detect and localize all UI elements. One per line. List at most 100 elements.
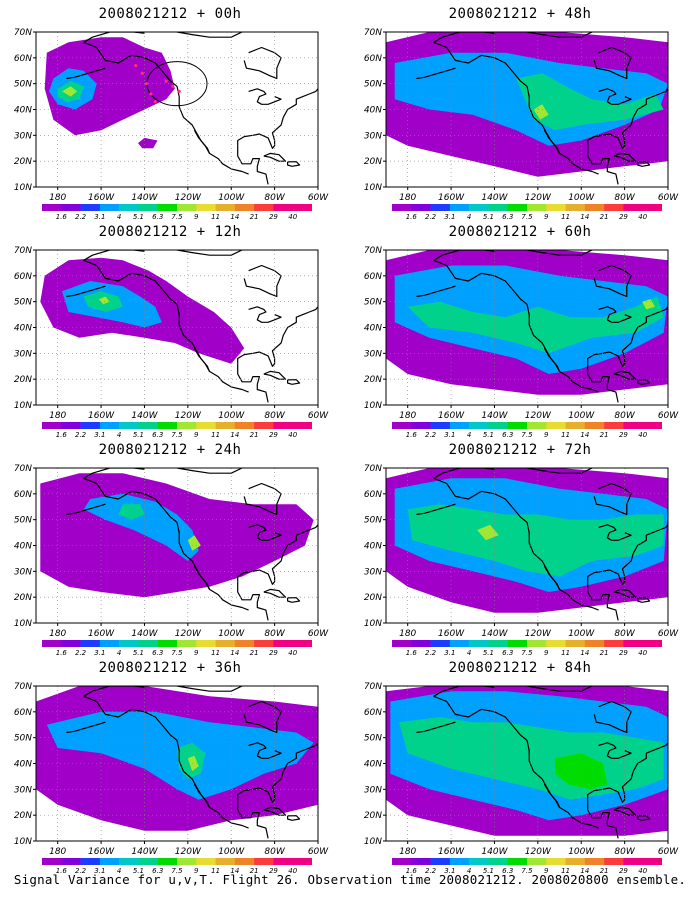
map-panel: 2008021212 + 84h 10N 20N 30N 40N 50N 60N 70N 180… (350, 654, 690, 875)
lat-tick-label: 50N (364, 298, 382, 308)
coastline-atlantic (587, 742, 668, 803)
lat-tick-label: 10N (14, 619, 32, 629)
variance-contour (98, 296, 110, 305)
colorbar-label: 7.5 (171, 649, 183, 657)
lat-tick-label: 70N (14, 682, 32, 692)
lon-tick-label: 180 (49, 629, 66, 639)
colorbar-label: 11 (211, 867, 220, 875)
colorbar-swatch (157, 204, 178, 211)
cuba-island (613, 588, 637, 598)
lat-tick-label: 30N (14, 131, 32, 141)
great-lakes (248, 524, 282, 541)
colorbar-swatch (546, 640, 566, 647)
great-lakes (248, 306, 282, 323)
colorbar-swatch (507, 858, 528, 865)
colorbar-swatch (99, 858, 120, 865)
lat-tick-label: 10N (14, 183, 32, 193)
lat-tick-label: 40N (14, 542, 32, 552)
colorbar-label: 1.6 (406, 431, 418, 439)
colorbar-swatch (507, 422, 528, 429)
variance-map: 10N 20N 30N 40N 50N 60N 70N 180 160W 140W 120W 100W… (364, 682, 679, 875)
colorbar-label: 11 (211, 431, 220, 439)
variance-contour (187, 755, 199, 772)
lon-tick-label: 120W (175, 629, 202, 639)
coastline-hudson-bay (243, 700, 282, 734)
colorbar-label: 40 (288, 867, 297, 875)
colorbar-swatch (507, 204, 528, 211)
colorbar-label: 21 (600, 649, 609, 657)
colorbar-swatch (42, 422, 62, 429)
variance-contour (83, 493, 199, 561)
aleutian-islands (66, 67, 106, 80)
colorbar-swatch (234, 858, 255, 865)
colorbar-swatch (177, 640, 197, 647)
colorbar-swatch (138, 204, 159, 211)
lat-tick-label: 30N (14, 567, 32, 577)
colorbar-swatch (234, 422, 255, 429)
colorbar-swatch (196, 640, 216, 647)
colorbar-label: 11 (561, 431, 570, 439)
lon-tick-label: 140W (481, 411, 508, 421)
lon-tick-label: 80W (264, 629, 285, 639)
colorbar-label: 9 (544, 431, 549, 439)
colorbar-swatch (488, 422, 509, 429)
hispaniola-island (637, 161, 651, 167)
coastline-pacific (433, 477, 599, 611)
panel-title: 2008021212 + 36h (98, 660, 242, 676)
flight-track-point (164, 79, 168, 83)
colorbar-label: 2.2 (425, 213, 437, 221)
colorbar-swatch (392, 422, 412, 429)
colorbar-swatch (584, 204, 605, 211)
colorbar-swatch (177, 422, 197, 429)
colorbar-swatch (469, 640, 489, 647)
colorbar-swatch (138, 858, 159, 865)
lat-tick-label: 60N (14, 490, 32, 500)
coastline-atlantic (237, 88, 318, 149)
colorbar-swatch (449, 858, 470, 865)
lat-tick-label: 20N (14, 157, 32, 167)
lat-tick-label: 40N (364, 324, 382, 334)
colorbar-label: 9 (194, 867, 199, 875)
colorbar-label: 14 (230, 431, 239, 439)
arctic-coast (526, 250, 593, 256)
colorbar-swatch (565, 422, 586, 429)
lat-tick-label: 20N (14, 593, 32, 603)
arctic-coast (176, 250, 243, 256)
panel-title: 2008021212 + 72h (448, 442, 592, 458)
great-lakes (598, 742, 632, 759)
lat-tick-label: 70N (14, 464, 32, 474)
colorbar-label: 6.3 (152, 649, 163, 657)
flight-track-point (140, 71, 144, 75)
lon-tick-label: 80W (614, 193, 635, 203)
colorbar-swatch (119, 204, 139, 211)
colorbar-swatch (411, 858, 431, 865)
panel-title: 2008021212 + 84h (448, 660, 592, 676)
hispaniola-island (637, 815, 651, 821)
cuba-island (263, 370, 287, 380)
colorbar-swatch (604, 640, 624, 647)
lon-tick-label: 80W (614, 847, 635, 857)
lon-tick-label: 100W (568, 411, 595, 421)
colorbar-swatch (80, 204, 101, 211)
coastline-hudson-bay (593, 700, 632, 734)
colorbar-swatch (430, 204, 451, 211)
lat-tick-label: 40N (364, 542, 382, 552)
cuba-island (613, 806, 637, 816)
lat-tick-label: 10N (364, 837, 382, 847)
colorbar-label: 14 (580, 649, 589, 657)
lon-tick-label: 100W (218, 629, 245, 639)
lat-tick-label: 70N (364, 464, 382, 474)
colorbar-label: 6.3 (502, 213, 513, 221)
colorbar-swatch (527, 640, 547, 647)
variance-contour (138, 137, 158, 149)
lon-tick-label: 120W (525, 411, 552, 421)
great-lakes (598, 306, 632, 323)
lon-tick-label: 100W (218, 411, 245, 421)
lon-tick-label: 60W (658, 847, 679, 857)
coastline-gulf (237, 363, 269, 403)
panel-title: 2008021212 + 12h (98, 224, 242, 240)
coastline-baja (543, 565, 561, 590)
coastline-pacific (433, 695, 599, 829)
colorbar-label: 5.1 (133, 649, 144, 657)
colorbar-label: 40 (288, 431, 297, 439)
